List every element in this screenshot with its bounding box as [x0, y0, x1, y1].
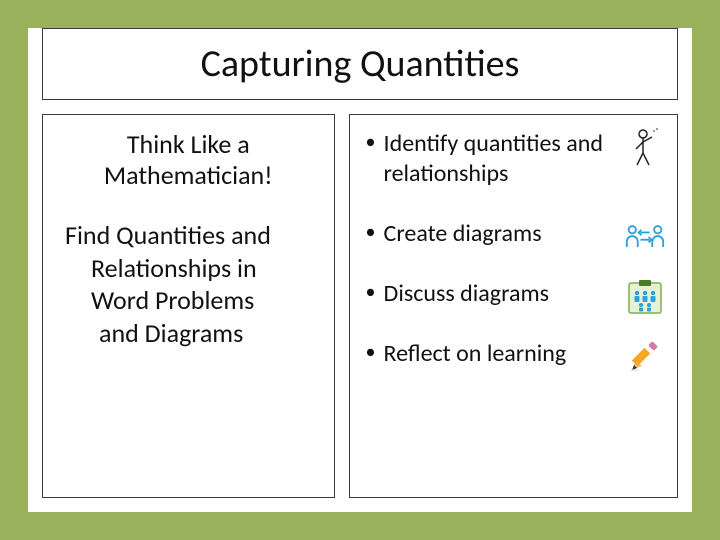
- bullet-text: Create diagrams: [384, 219, 665, 249]
- left-heading-line2: Mathematician!: [61, 160, 316, 191]
- slide: Capturing Quantities Think Like a Mathem…: [0, 0, 720, 540]
- left-heading-line1: Think Like a: [61, 129, 316, 160]
- right-column: • Identify quantities and relationships: [349, 114, 678, 498]
- thinker-icon: [625, 127, 665, 167]
- bullet-item: • Identify quantities and relationships: [366, 129, 665, 189]
- content-area: Think Like a Mathematician! Find Quantit…: [42, 114, 678, 498]
- left-subtext: Find Quantities and Relationships in Wor…: [61, 219, 316, 349]
- people-exchange-icon: [625, 217, 665, 257]
- left-sub-line4: and Diagrams: [65, 317, 316, 350]
- clipboard-group-icon: [625, 277, 665, 317]
- title-box: Capturing Quantities: [42, 28, 678, 100]
- slide-title: Capturing Quantities: [201, 41, 520, 87]
- left-column: Think Like a Mathematician! Find Quantit…: [42, 114, 335, 498]
- left-sub-line3: Word Problems: [65, 284, 316, 317]
- bullet-item: • Discuss diagrams: [366, 279, 665, 309]
- pencil-icon: [625, 337, 665, 377]
- bullet-dot: •: [366, 339, 384, 365]
- bullet-text: Discuss diagrams: [384, 279, 665, 309]
- bullet-dot: •: [366, 219, 384, 245]
- bullet-text: Reflect on learning: [384, 339, 665, 369]
- bullet-dot: •: [366, 279, 384, 305]
- bullet-dot: •: [366, 129, 384, 155]
- left-sub-line1: Find Quantities and: [65, 219, 316, 252]
- left-heading: Think Like a Mathematician!: [61, 129, 316, 191]
- left-sub-line2: Relationships in: [65, 252, 316, 285]
- bullet-item: • Create diagrams: [366, 219, 665, 249]
- bullet-item: • Reflect on learning: [366, 339, 665, 369]
- bullet-text: Identify quantities and relationships: [384, 129, 665, 189]
- bullet-list: • Identify quantities and relationships: [366, 129, 665, 369]
